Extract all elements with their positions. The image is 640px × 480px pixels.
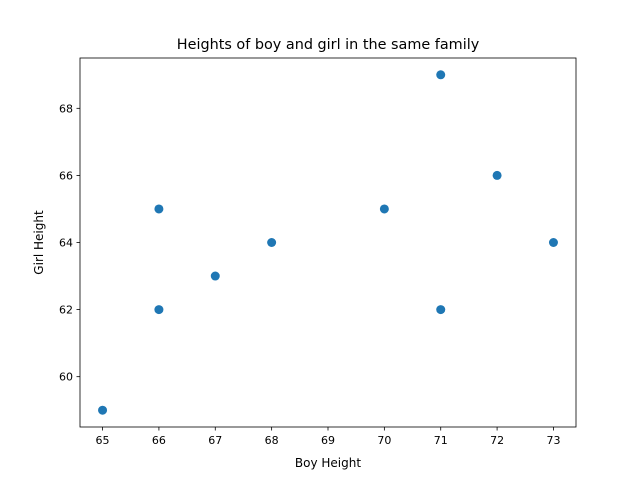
y-tick-label: 68 <box>59 102 73 115</box>
x-tick-label: 65 <box>96 434 110 447</box>
data-points <box>98 70 558 415</box>
plot-area <box>79 57 577 428</box>
data-point <box>436 70 446 80</box>
data-point <box>379 204 389 214</box>
y-tick-label: 60 <box>59 371 73 384</box>
x-tick-label: 70 <box>377 434 391 447</box>
y-tick-label: 66 <box>59 169 73 182</box>
x-axis-label: Boy Height <box>295 456 361 470</box>
y-axis: 60 62 64 66 68 <box>59 102 80 384</box>
chart-title: Heights of boy and girl in the same fami… <box>177 37 480 53</box>
data-point <box>267 238 277 247</box>
y-axis-label: Girl Height <box>32 210 46 275</box>
data-point <box>154 204 164 214</box>
y-tick-label: 62 <box>59 304 73 317</box>
x-tick-label: 71 <box>434 434 448 447</box>
data-point <box>548 238 558 247</box>
data-point <box>210 271 220 281</box>
x-axis: 65 66 67 68 69 70 71 72 73 <box>96 427 560 447</box>
data-point <box>492 170 502 180</box>
y-tick-label: 64 <box>59 237 73 250</box>
data-point <box>154 305 164 315</box>
x-tick-label: 73 <box>546 434 560 447</box>
data-point <box>98 405 108 415</box>
x-tick-label: 66 <box>152 434 166 447</box>
x-tick-label: 67 <box>208 434 222 447</box>
x-tick-label: 68 <box>265 434 279 447</box>
x-tick-label: 69 <box>321 434 335 447</box>
x-tick-label: 72 <box>490 434 504 447</box>
data-point <box>436 305 446 315</box>
